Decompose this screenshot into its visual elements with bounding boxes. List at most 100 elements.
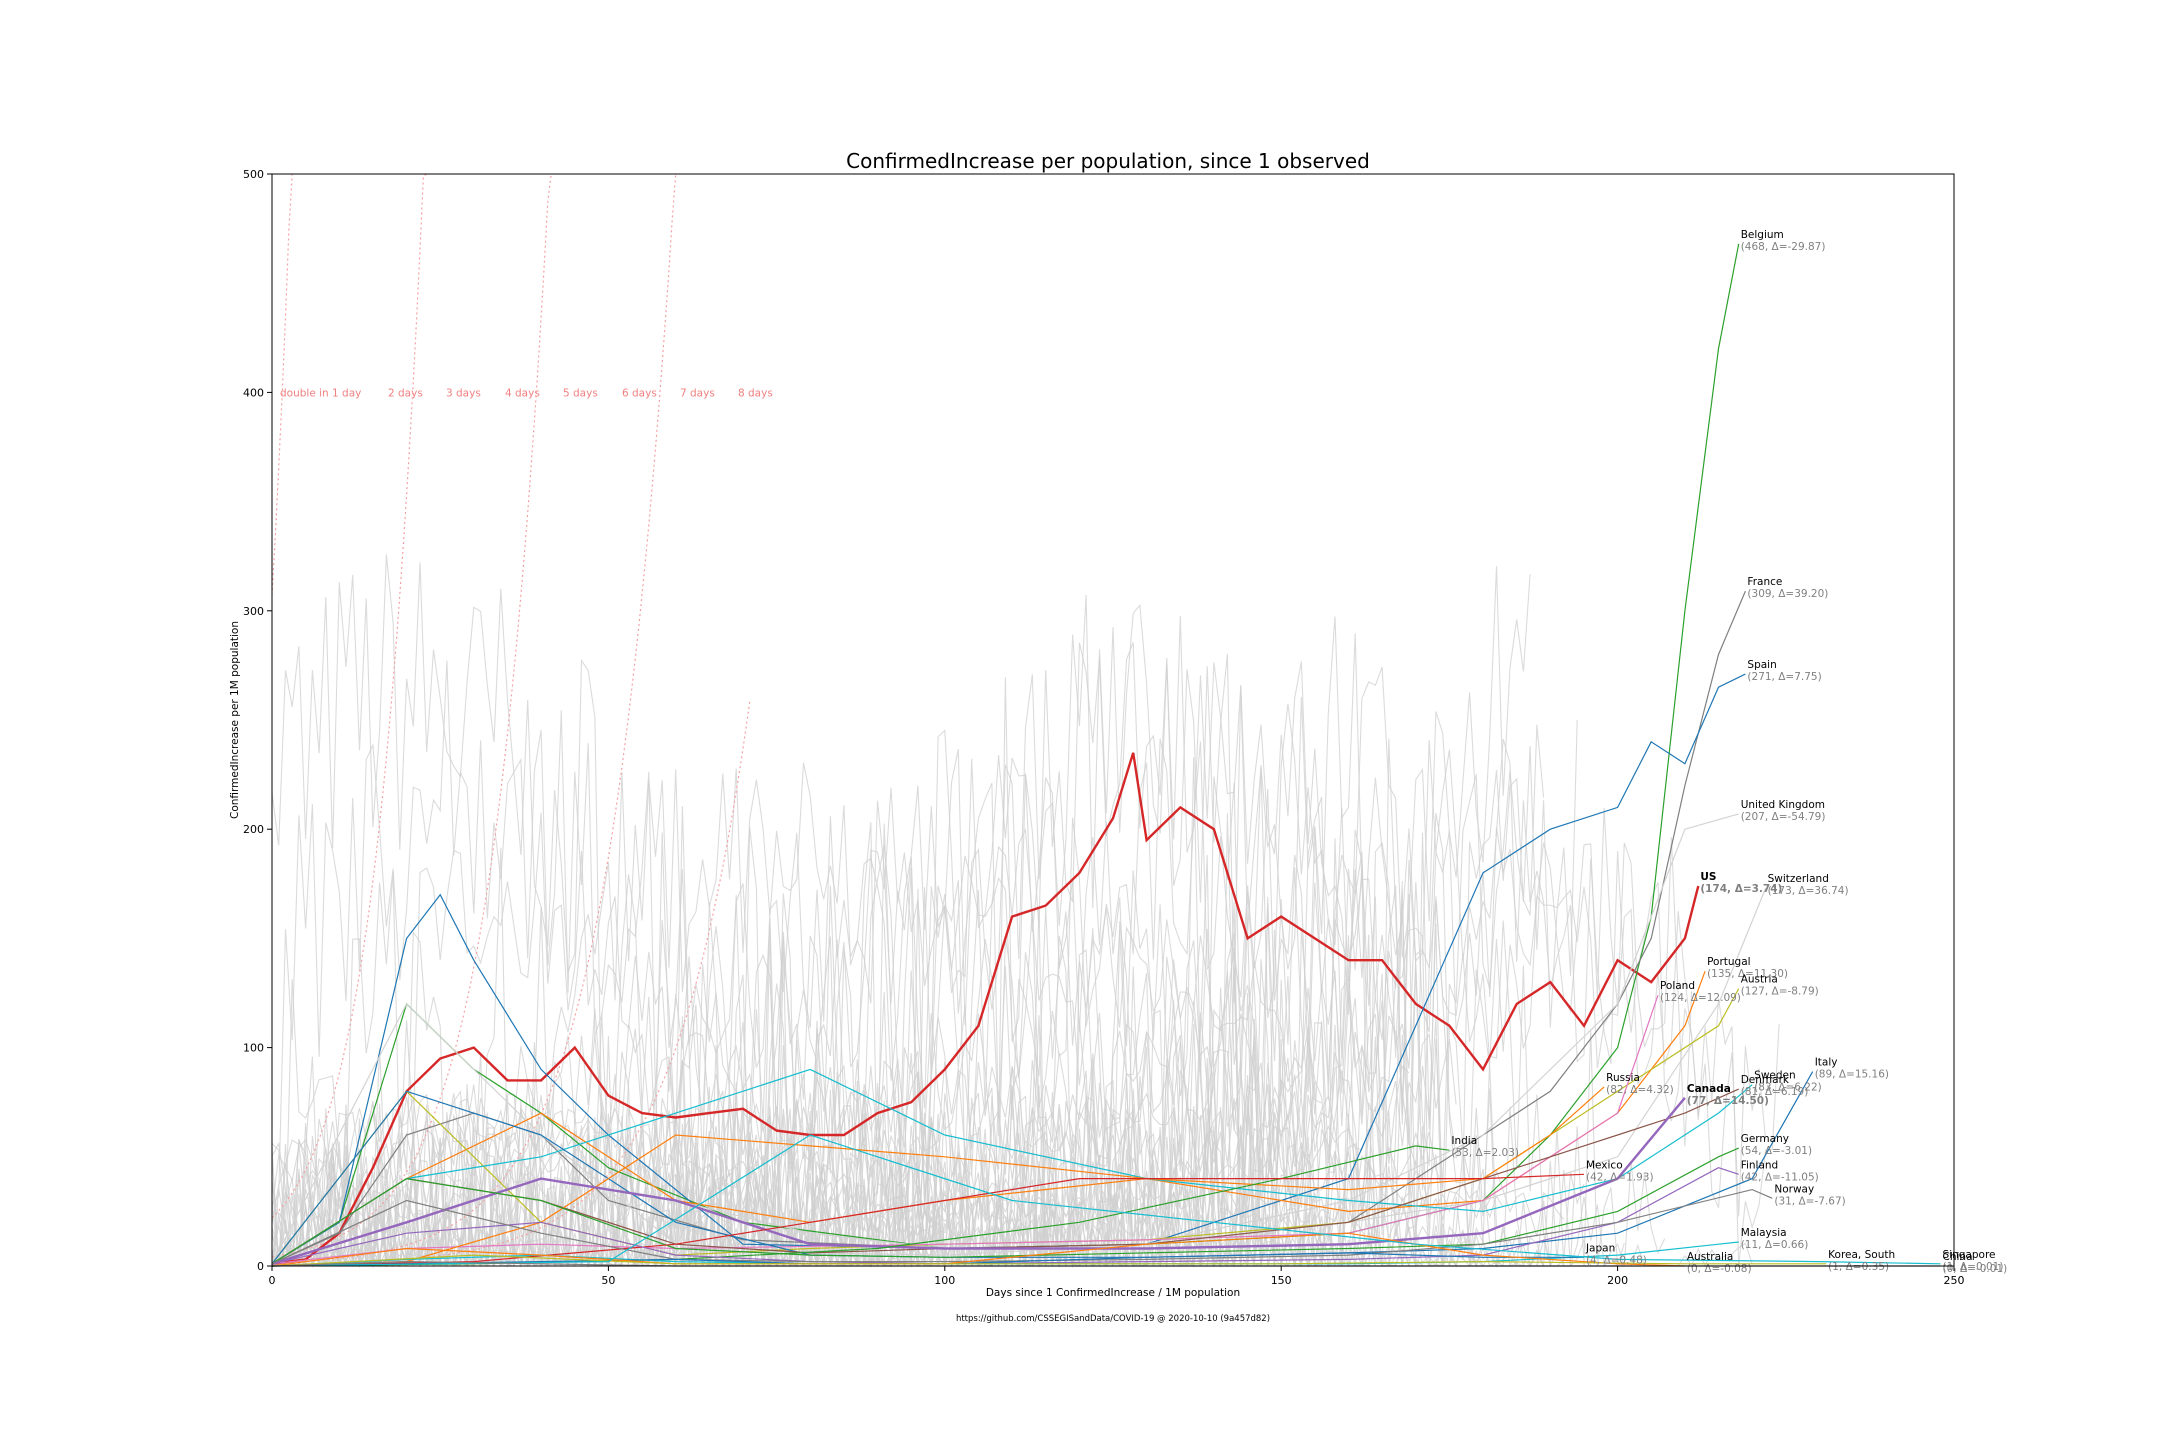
series-line: [271, 1086, 1605, 1267]
y-tick-label: 200: [243, 823, 264, 836]
series-name-label: Canada: [1687, 1083, 1731, 1095]
doubling-label: 3 days: [446, 387, 481, 399]
x-tick-label: 50: [601, 1274, 615, 1287]
series-value-label: (173, Δ=36.74): [1768, 885, 1849, 897]
series-value-label: (207, Δ=-54.79): [1741, 811, 1826, 823]
series-name-label: Belgium: [1741, 229, 1784, 241]
series-value-label: (81, Δ=6.19): [1741, 1086, 1809, 1098]
doubling-guide: [271, 173, 293, 596]
series-value-label: (135, Δ=11.30): [1707, 968, 1788, 980]
x-tick-label: 100: [934, 1274, 955, 1287]
series-line: [271, 1173, 1585, 1267]
series-name-label: Denmark: [1741, 1074, 1790, 1086]
series-value-label: (124, Δ=12.09): [1660, 992, 1741, 1004]
series-value-label: (53, Δ=2.03): [1451, 1147, 1519, 1159]
doubling-guides: double in 1 day 2 days 3 days 4 days 5 days 6…: [271, 173, 773, 1266]
series-value-label: (271, Δ=7.75): [1747, 671, 1821, 683]
y-tick-label: 400: [243, 386, 264, 399]
series-name-label: Norway: [1774, 1183, 1814, 1195]
series-value-label: (42, Δ=-11.05): [1741, 1171, 1819, 1183]
y-axis-ticks: 0 100 200 300 400 500: [243, 168, 272, 1273]
plot-frame: [271, 173, 1955, 1267]
x-axis-label: Days since 1 ConfirmedIncrease / 1M popu…: [986, 1287, 1240, 1299]
background-trace: [271, 738, 1780, 1269]
x-tick-label: 200: [1607, 1274, 1628, 1287]
series-value-label: (0, Δ=-0.08): [1687, 1263, 1752, 1275]
source-note: https://github.com/CSSEGISandData/COVID-…: [956, 1314, 1270, 1324]
doubling-label: 2 days: [388, 387, 423, 399]
series-value-label: (174, Δ=3.74): [1700, 883, 1782, 895]
background-traces: [271, 554, 1780, 1269]
series-name-label: Switzerland: [1768, 873, 1829, 885]
series-line: [271, 752, 1700, 1265]
series-name-label: Italy: [1815, 1057, 1838, 1069]
series-value-label: (31, Δ=-7.67): [1774, 1195, 1845, 1207]
series-line: [271, 1254, 1827, 1267]
series-name-label: United Kingdom: [1741, 799, 1825, 811]
series-name-label: Spain: [1747, 659, 1776, 671]
doubling-label: 8 days: [738, 387, 773, 399]
series-name-label: Germany: [1741, 1133, 1789, 1145]
chart-title: ConfirmedIncrease per population, since …: [846, 149, 1370, 173]
series-value-label: (468, Δ=-29.87): [1741, 241, 1826, 253]
doubling-label: 6 days: [622, 387, 657, 399]
series-value-label: (89, Δ=15.16): [1815, 1069, 1889, 1081]
series-name-label: Poland: [1660, 980, 1695, 992]
series-name-label: Finland: [1741, 1159, 1779, 1171]
background-trace: [271, 1023, 1282, 1269]
doubling-guide: [271, 173, 428, 1219]
series-name-label: Russia: [1606, 1072, 1640, 1084]
series-line: [271, 1134, 1941, 1267]
series-value-label: (4, Δ=0.48): [1586, 1254, 1647, 1266]
y-tick-label: 500: [243, 168, 264, 181]
doubling-label: 7 days: [680, 387, 715, 399]
series-value-label: (83, Δ=6.22): [1754, 1082, 1822, 1094]
doubling-label: 5 days: [563, 387, 598, 399]
x-axis-ticks: 0 50 100 150 200 250: [269, 1266, 1965, 1287]
series-name-label: Sweden: [1754, 1070, 1796, 1082]
y-tick-label: 100: [243, 1042, 264, 1055]
series-line: [271, 970, 1706, 1265]
background-trace: [271, 907, 1322, 1267]
series-name-label: India: [1451, 1135, 1477, 1147]
series-line: [271, 995, 1659, 1265]
x-tick-label: 0: [269, 1274, 276, 1287]
series-name-label: Mexico: [1586, 1159, 1623, 1171]
series-line: [271, 1068, 1753, 1265]
series-value-label: (309, Δ=39.20): [1747, 588, 1828, 600]
series-name-label: France: [1747, 576, 1782, 588]
x-tick-label: 150: [1271, 1274, 1292, 1287]
doubling-label: double in 1 day: [280, 387, 361, 399]
series-name-label: Austria: [1741, 974, 1778, 986]
y-tick-label: 0: [257, 1260, 264, 1273]
series-name-label: Japan: [1585, 1242, 1615, 1254]
series-value-label: (54, Δ=-3.01): [1741, 1145, 1812, 1157]
series-name-label: Portugal: [1707, 956, 1751, 968]
series-name-label: China: [1943, 1251, 1973, 1263]
background-trace: [272, 807, 1693, 1268]
doubling-guide: [271, 173, 677, 1264]
series-value-label: (42, Δ=1.93): [1586, 1171, 1654, 1183]
series-value-label: (82, Δ=4.32): [1606, 1084, 1674, 1096]
series-value-label: (11, Δ=0.66): [1741, 1239, 1809, 1251]
series-name-label: Malaysia: [1741, 1227, 1787, 1239]
series-value-label: (1, Δ=0.35): [1828, 1261, 1889, 1273]
series-name-label: Singapore: [1943, 1249, 1996, 1261]
series-name-label: US: [1700, 871, 1716, 883]
series-value-label: (127, Δ=-8.79): [1741, 986, 1819, 998]
series-lines: [271, 243, 1941, 1267]
series-name-label: Korea, South: [1828, 1249, 1895, 1261]
series-value-label: (0, Δ=-0.01): [1943, 1263, 2008, 1275]
series-line: [271, 1147, 1739, 1265]
series-value-label: (77, Δ=14.50): [1687, 1095, 1769, 1107]
series-labels: US(174, Δ=3.74) Belgium(468, Δ=-29.87) Fra…: [1451, 229, 2007, 1275]
y-axis-label: ConfirmedIncrease per 1M population: [229, 621, 241, 819]
series-line: [271, 1071, 1814, 1265]
series-value-label: (1, Δ=0.01): [1943, 1261, 2004, 1273]
series-line: [271, 1167, 1739, 1265]
background-trace: [271, 755, 1625, 1268]
doubling-label: 4 days: [505, 387, 540, 399]
y-tick-label: 300: [243, 605, 264, 618]
series-name-label: Australia: [1687, 1251, 1733, 1263]
